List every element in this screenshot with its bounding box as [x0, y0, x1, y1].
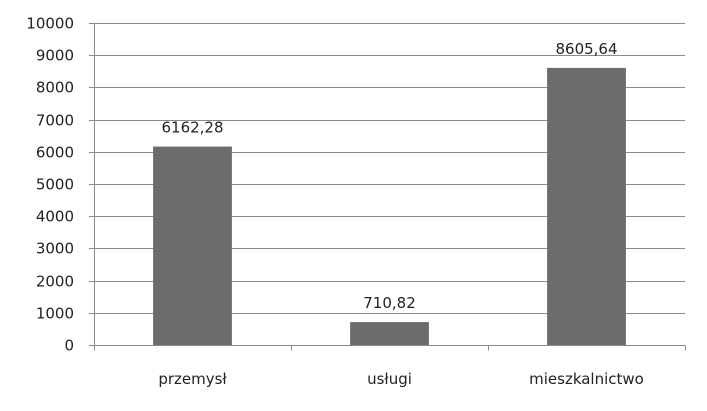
y-axis-tick-labels: 0 1000 2000 3000 4000 5000 6000 7000 8000 9000 100…	[26, 15, 94, 355]
y-tick-label: 5000	[36, 176, 74, 194]
data-label-1: 710,82	[363, 294, 416, 312]
y-tick-label: 6000	[36, 144, 74, 162]
data-label-0: 6162,28	[161, 119, 223, 137]
y-tick-label: 3000	[36, 240, 74, 258]
bars	[153, 67, 626, 346]
data-labels: 6162,28 710,82 8605,64	[161, 40, 617, 312]
y-tick-label: 2000	[36, 273, 74, 291]
y-tick-label: 1000	[36, 305, 74, 323]
y-tick-label: 4000	[36, 208, 74, 226]
y-tick-label: 9000	[36, 47, 74, 65]
y-tick-label: 7000	[36, 112, 74, 130]
bar-1	[350, 322, 429, 345]
bar-2	[547, 67, 626, 346]
category-label-0: przemysł	[158, 370, 227, 388]
data-label-2: 8605,64	[555, 40, 617, 58]
y-tick-label: 0	[64, 337, 74, 355]
bar-0	[153, 146, 232, 345]
y-tick-label: 8000	[36, 79, 74, 97]
category-label-1: usługi	[367, 370, 412, 388]
x-axis-category-labels: przemysł usługi mieszkalnictwo	[158, 370, 644, 388]
y-tick-label: 10000	[26, 15, 74, 33]
category-label-2: mieszkalnictwo	[529, 370, 644, 388]
axes	[94, 23, 686, 351]
